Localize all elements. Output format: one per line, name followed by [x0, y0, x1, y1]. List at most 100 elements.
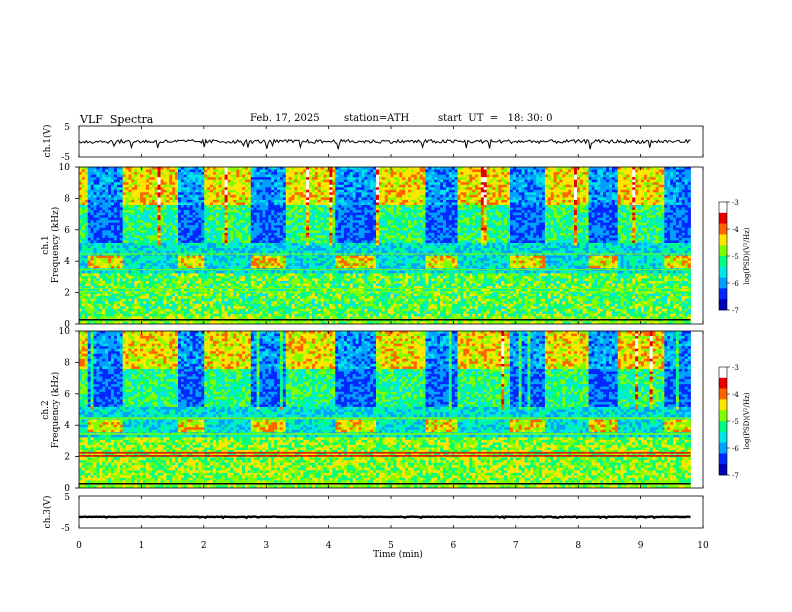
spectrogram-cell	[145, 179, 150, 183]
spectrogram-cell	[277, 217, 281, 221]
spectrogram-cell	[250, 179, 255, 183]
spectrogram-cell	[79, 253, 83, 257]
spectrogram-cell	[122, 174, 126, 178]
spectrogram-cell	[84, 308, 89, 312]
spectrogram-cell	[137, 202, 141, 206]
spectrogram-cell	[274, 260, 278, 264]
spectrogram-cell	[128, 167, 132, 170]
spectrogram-cell	[195, 220, 199, 224]
spectrogram-cell	[128, 184, 132, 188]
spectrogram-cell	[140, 278, 144, 282]
spectrogram-cell	[262, 217, 266, 221]
spectrogram-cell	[227, 184, 231, 188]
spectrogram-cell	[233, 316, 237, 320]
spectrogram-cell	[195, 301, 199, 305]
spectrogram-cell	[288, 192, 292, 196]
spectrogram-cell	[244, 184, 249, 188]
spectrogram-cell	[175, 321, 179, 324]
spectrogram-cell	[137, 242, 141, 246]
spectrogram-cell	[160, 192, 164, 196]
spectrogram-cell	[128, 291, 132, 295]
spectrogram-cell	[282, 270, 287, 274]
spectrogram-cell	[131, 199, 135, 203]
spectrogram-cell	[131, 265, 135, 269]
spectrogram-cell	[81, 260, 86, 264]
spectrogram-cell	[87, 194, 92, 198]
spectrogram-cell	[218, 248, 223, 251]
spectrogram-cell	[96, 169, 100, 173]
spectrogram-cell	[125, 280, 129, 284]
spectrogram-cell	[122, 278, 126, 282]
spectrogram-cell	[271, 204, 275, 208]
spectrogram-cell	[306, 250, 310, 254]
spectrogram-cell	[262, 237, 266, 241]
spectrogram-cell	[140, 286, 144, 289]
spectrogram-cell	[250, 283, 255, 287]
spectrogram-cell	[262, 250, 266, 254]
spectrogram-cell	[274, 222, 278, 226]
spectrogram-cell	[294, 232, 298, 236]
spectrogram-cell	[79, 237, 83, 241]
spectrogram-cell	[154, 207, 159, 211]
spectrogram-cell	[160, 296, 164, 300]
spectrogram-cell	[160, 321, 164, 324]
spectrogram-cell	[207, 306, 211, 310]
spectrogram-cell	[277, 230, 281, 234]
spectrogram-cell	[140, 311, 144, 315]
spectrogram-cell	[274, 179, 278, 183]
spectrogram-cell	[195, 316, 199, 320]
spectrogram-cell	[113, 296, 118, 300]
spectrogram-cell	[303, 288, 307, 292]
spectrogram-cell	[192, 204, 196, 208]
spectrogram-cell	[151, 283, 156, 287]
spectrogram-cell	[128, 278, 132, 282]
spectrogram-cell	[160, 182, 164, 186]
spectrogram-cell	[244, 253, 249, 257]
spectrogram-cell	[180, 187, 185, 191]
spectrogram-cell	[309, 194, 313, 198]
spectrogram-cell	[160, 210, 164, 213]
spectrogram-cell	[271, 306, 275, 310]
spectrogram-cell	[128, 263, 132, 267]
spectrogram-cell	[285, 313, 290, 317]
spectrogram-cell	[125, 232, 129, 236]
spectrogram-cell	[102, 202, 106, 206]
spectrogram-cell	[195, 253, 199, 257]
spectrogram-cell	[247, 286, 252, 289]
spectrogram-cell	[178, 217, 182, 221]
spectrogram-cell	[113, 184, 118, 188]
spectrogram-cell	[195, 187, 199, 191]
spectrogram-cell	[105, 179, 109, 183]
spectrogram-cell	[172, 212, 176, 216]
spectrogram-cell	[221, 296, 225, 300]
spectrogram-cell	[87, 215, 92, 219]
spectrogram-cell	[189, 248, 193, 251]
spectrogram-cell	[128, 245, 132, 249]
spectrogram-cell	[99, 167, 103, 170]
spectrogram-cell	[297, 212, 301, 216]
spectrogram-cell	[128, 242, 132, 246]
spectrogram-cell	[207, 215, 211, 219]
spectrogram-cell	[111, 311, 115, 315]
spectrogram-cell	[207, 227, 211, 231]
spectrogram-cell	[180, 212, 185, 216]
spectrogram-cell	[265, 215, 269, 219]
spectrogram-cell	[105, 184, 109, 188]
spectrogram-cell	[300, 263, 304, 267]
spectrogram-cell	[116, 207, 121, 211]
spectrogram-cell	[189, 306, 193, 310]
spectrogram-cell	[285, 265, 290, 269]
spectrogram-cell	[131, 291, 135, 295]
spectrogram-cell	[166, 255, 170, 259]
spectrogram-cell	[99, 169, 103, 173]
spectrogram-cell	[125, 311, 129, 315]
spectrogram-cell	[256, 235, 260, 239]
spectrogram-cell	[122, 253, 126, 257]
spectrogram-cell	[108, 248, 112, 251]
spectrogram-cell	[96, 174, 100, 178]
spectrogram-cell	[99, 212, 103, 216]
spectrogram-cell	[303, 184, 307, 188]
spectrogram-cell	[297, 184, 301, 188]
spectrogram-cell	[87, 293, 92, 297]
spectrogram-cell	[247, 207, 252, 211]
